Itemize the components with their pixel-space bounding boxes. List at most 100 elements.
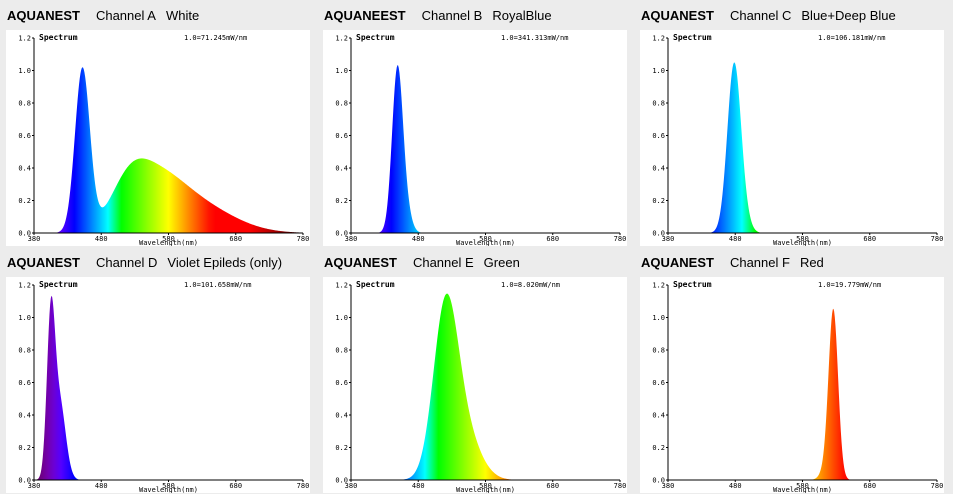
- channel-label: Channel C: [729, 8, 792, 23]
- y-tick-label: 0.0: [652, 477, 665, 485]
- y-tick-label: 0.6: [335, 379, 348, 387]
- spectrum-chart: 0.0 0.2 0.4 0.6 0.8 1.0 1.2 380 480 580 680 780 Wave…: [6, 30, 310, 246]
- y-tick-label: 0.2: [18, 197, 31, 205]
- x-tick-label: 380: [28, 235, 41, 243]
- spectrum-chart-svg: 0.0 0.2 0.4 0.6 0.8 1.0 1.2 380 480 580 680 780 Wave…: [652, 280, 944, 493]
- x-axis-label: Wavelength(nm): [773, 239, 832, 246]
- y-tick-label: 0.8: [18, 100, 31, 108]
- y-tick-label: 0.0: [335, 230, 348, 238]
- chart-title: Spectrum: [673, 33, 712, 42]
- spectrum-chart: 0.0 0.2 0.4 0.6 0.8 1.0 1.2 380 480 580 680 780 Wave…: [640, 30, 944, 246]
- spectrum-chart-svg: 0.0 0.2 0.4 0.6 0.8 1.0 1.2 380 480 580 680 780 Wave…: [335, 33, 627, 246]
- panel-heading: AQUANEST Channel E Green: [324, 255, 520, 273]
- y-tick-label: 1.0: [335, 314, 348, 322]
- y-tick-label: 1.2: [652, 35, 665, 43]
- chart-title: Spectrum: [356, 280, 395, 289]
- y-tick-label: 1.0: [18, 67, 31, 75]
- channel-description: RoyalBlue: [492, 8, 552, 23]
- spectrum-chart: 0.0 0.2 0.4 0.6 0.8 1.0 1.2 380 480 580 680 780 Wave…: [323, 277, 627, 493]
- x-axis-label: Wavelength(nm): [456, 239, 515, 246]
- spectrum-panel-e: AQUANEST Channel E Green 0.0 0.2 0.4 0.6 0.8 1.…: [317, 247, 633, 494]
- x-tick-label: 680: [546, 482, 559, 490]
- y-tick-label: 0.4: [18, 412, 31, 420]
- x-tick-label: 480: [729, 235, 742, 243]
- x-axis-label: Wavelength(nm): [139, 486, 198, 493]
- channel-label: Channel D: [95, 255, 158, 270]
- brand-label: AQUANEST: [7, 255, 80, 270]
- y-tick-label: 0.2: [652, 197, 665, 205]
- y-tick-label: 0.4: [652, 165, 665, 173]
- x-tick-label: 580: [796, 235, 809, 243]
- x-tick-label: 680: [229, 482, 242, 490]
- scale-note: 1.0=19.779mW/nm: [818, 281, 881, 289]
- channel-description: Green: [483, 255, 520, 270]
- x-tick-label: 580: [479, 482, 492, 490]
- y-tick-label: 0.4: [652, 412, 665, 420]
- spectrum-panel-b: AQUANEEST Channel B RoyalBlue 0.0 0.2 0.4 0.6…: [317, 0, 633, 247]
- spectrum-area: [34, 295, 303, 480]
- scale-note: 1.0=101.658mW/nm: [184, 281, 251, 289]
- panel-heading: AQUANEST Channel F Red: [641, 255, 824, 273]
- x-tick-label: 680: [863, 235, 876, 243]
- x-tick-label: 780: [614, 235, 627, 243]
- y-tick-label: 0.6: [652, 132, 665, 140]
- x-tick-label: 480: [412, 482, 425, 490]
- scale-note: 1.0=341.313mW/nm: [501, 34, 568, 42]
- y-tick-label: 1.2: [335, 282, 348, 290]
- x-tick-label: 580: [162, 235, 175, 243]
- spectrum-area: [668, 62, 937, 233]
- spectrum-area: [351, 65, 620, 233]
- y-tick-label: 0.0: [652, 230, 665, 238]
- x-tick-label: 580: [162, 482, 175, 490]
- channel-label: Channel B: [421, 8, 483, 23]
- spectrum-chart: 0.0 0.2 0.4 0.6 0.8 1.0 1.2 380 480 580 680 780 Wave…: [6, 277, 310, 493]
- y-tick-label: 1.2: [335, 35, 348, 43]
- scale-note: 1.0=106.181mW/nm: [818, 34, 885, 42]
- channel-label: Channel F: [729, 255, 790, 270]
- x-tick-label: 580: [479, 235, 492, 243]
- spectrum-area: [351, 293, 620, 480]
- y-tick-label: 0.8: [652, 347, 665, 355]
- x-tick-label: 680: [863, 482, 876, 490]
- y-tick-label: 1.0: [335, 67, 348, 75]
- y-tick-label: 1.2: [18, 35, 31, 43]
- spectrum-chart-svg: 0.0 0.2 0.4 0.6 0.8 1.0 1.2 380 480 580 680 780 Wave…: [18, 280, 309, 493]
- x-tick-label: 480: [95, 235, 108, 243]
- y-tick-label: 0.4: [335, 165, 348, 173]
- spectrum-chart-svg: 0.0 0.2 0.4 0.6 0.8 1.0 1.2 380 480 580 680 780 Wave…: [18, 33, 309, 246]
- channel-description: Violet Epileds (only): [167, 255, 283, 270]
- brand-label: AQUANEEST: [324, 8, 406, 23]
- x-axis-label: Wavelength(nm): [773, 486, 832, 493]
- y-tick-label: 0.6: [18, 379, 31, 387]
- y-tick-label: 0.4: [335, 412, 348, 420]
- spectrum-chart-svg: 0.0 0.2 0.4 0.6 0.8 1.0 1.2 380 480 580 680 780 Wave…: [335, 280, 626, 493]
- y-tick-label: 0.6: [652, 379, 665, 387]
- y-tick-label: 1.0: [652, 67, 665, 75]
- channel-label: Channel E: [412, 255, 474, 270]
- spectrum-chart: 0.0 0.2 0.4 0.6 0.8 1.0 1.2 380 480 580 680 780 Wave…: [640, 277, 944, 493]
- channel-description: Blue+Deep Blue: [801, 8, 896, 23]
- x-tick-label: 780: [931, 235, 944, 243]
- spectrum-chart-svg: 0.0 0.2 0.4 0.6 0.8 1.0 1.2 380 480 580 680 780 Wave…: [652, 33, 944, 246]
- y-tick-label: 0.2: [335, 444, 348, 452]
- chart-title: Spectrum: [356, 33, 395, 42]
- y-tick-label: 0.6: [335, 132, 348, 140]
- spectrum-panel-f: AQUANEST Channel F Red 0.0 0.2 0.4 0.6 0.8 1.0 1…: [634, 247, 950, 494]
- x-tick-label: 380: [28, 482, 41, 490]
- panel-heading: AQUANEST Channel A White: [7, 8, 199, 26]
- y-tick-label: 0.2: [652, 444, 665, 452]
- y-tick-label: 1.0: [18, 314, 31, 322]
- y-tick-label: 1.0: [652, 314, 665, 322]
- x-tick-label: 480: [729, 482, 742, 490]
- y-tick-label: 0.8: [335, 347, 348, 355]
- channel-description: White: [165, 8, 200, 23]
- panel-heading: AQUANEEST Channel B RoyalBlue: [324, 8, 552, 26]
- x-tick-label: 380: [345, 482, 358, 490]
- y-tick-label: 0.2: [18, 444, 31, 452]
- spectrum-panel-a: AQUANEST Channel A White 0.0 0.2 0.4 0.6 0.8 1.…: [0, 0, 316, 247]
- y-tick-label: 0.6: [18, 132, 31, 140]
- x-axis-label: Wavelength(nm): [456, 486, 515, 493]
- x-tick-label: 780: [931, 482, 944, 490]
- spectrum-area: [34, 67, 303, 233]
- y-tick-label: 0.0: [18, 477, 31, 485]
